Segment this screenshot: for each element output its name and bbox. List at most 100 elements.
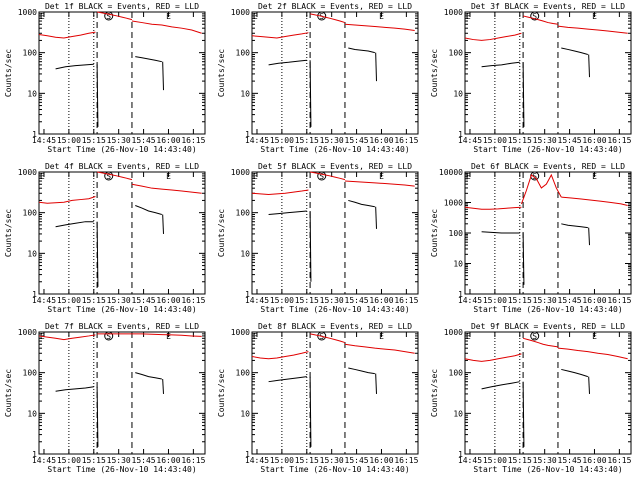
series-events-line <box>135 56 162 63</box>
y-tick-label: 1000 <box>231 8 250 17</box>
series-lld-line <box>97 171 133 181</box>
x-tick-label: 15:30 <box>107 136 131 145</box>
series-lld-line <box>522 15 559 25</box>
x-tick-label: 16:15 <box>394 136 418 145</box>
x-tick-label: 15:00 <box>483 456 507 465</box>
marker-label: E <box>379 332 384 341</box>
marker-label: E <box>253 332 258 341</box>
plot-frame <box>464 331 632 455</box>
series-lld-line <box>464 353 522 362</box>
marker-label: E <box>166 172 171 181</box>
x-tick-label: 16:15 <box>394 456 418 465</box>
y-tick-label: 10 <box>453 260 463 269</box>
series-events-line <box>55 221 94 228</box>
series-events-line <box>96 64 99 127</box>
marker-circle <box>317 171 327 181</box>
series-lld-line <box>251 351 309 360</box>
marker-label: E <box>166 332 171 341</box>
y-tick-label: 10 <box>453 409 463 418</box>
plot-frame <box>251 11 419 135</box>
marker-circle <box>530 331 540 341</box>
y-axis-label: Counts/sec <box>217 209 226 257</box>
series-lld-line <box>310 333 346 344</box>
series-events-line <box>588 227 590 246</box>
marker-label: E <box>253 12 258 21</box>
x-tick-label: 16:15 <box>181 456 205 465</box>
series-events-line <box>268 210 307 216</box>
x-tick-label: 15:45 <box>558 296 582 305</box>
x-tick-label: 15:45 <box>345 456 369 465</box>
chart-title: Det 6f BLACK = Events, RED = LLD <box>471 162 625 171</box>
x-tick-label: 15:45 <box>132 296 156 305</box>
y-tick-label: 100 <box>23 209 38 218</box>
y-tick-label: 1 <box>458 450 463 459</box>
x-tick-label: 14:45 <box>245 296 269 305</box>
series-lld-line <box>344 180 415 187</box>
series-events-line <box>96 386 99 447</box>
chart-title: Det 7f BLACK = Events, RED = LLD <box>45 322 199 331</box>
x-tick-label: 16:15 <box>607 136 631 145</box>
y-tick-label: 100 <box>236 49 251 58</box>
x-axis-label: Start Time (26-Nov-10 14:43:40) <box>473 465 622 474</box>
series-lld-line <box>38 31 96 39</box>
series-events-line <box>268 376 307 383</box>
marker-label: S <box>106 332 111 341</box>
chart-panel-2: Det 2f BLACK = Events, RED = LLD 1 10 100 10… <box>217 2 419 154</box>
series-events-line <box>561 223 588 229</box>
x-tick-label: 16:00 <box>369 296 393 305</box>
x-tick-label: 15:00 <box>270 456 294 465</box>
plot-frame <box>464 171 632 295</box>
chart-title: Det 9f BLACK = Events, RED = LLD <box>471 322 625 331</box>
y-tick-label: 1 <box>245 290 250 299</box>
marker-label: E <box>592 172 597 181</box>
series-events-line <box>135 205 162 216</box>
x-tick-label: 14:45 <box>458 456 482 465</box>
x-tick-label: 15:45 <box>558 136 582 145</box>
x-axis-label: Start Time (26-Nov-10 14:43:40) <box>47 465 196 474</box>
y-tick-label: 1 <box>32 290 37 299</box>
series-events-line <box>481 381 520 390</box>
y-axis-label: Counts/sec <box>4 369 13 417</box>
x-tick-label: 15:00 <box>57 456 81 465</box>
y-axis-label: Counts/sec <box>430 49 439 97</box>
marker-circle <box>530 11 540 21</box>
x-tick-label: 15:45 <box>132 136 156 145</box>
x-tick-label: 15:30 <box>320 136 344 145</box>
plot-frame <box>464 11 632 135</box>
chart-title: Det 1f BLACK = Events, RED = LLD <box>45 2 199 11</box>
x-tick-label: 15:30 <box>533 136 557 145</box>
series-events-line <box>522 381 525 447</box>
marker-label: E <box>466 172 471 181</box>
y-tick-label: 10 <box>453 89 463 98</box>
x-tick-label: 16:15 <box>181 296 205 305</box>
x-tick-label: 16:00 <box>582 456 606 465</box>
x-tick-label: 16:00 <box>156 136 180 145</box>
chart-title: Det 4f BLACK = Events, RED = LLD <box>45 162 199 171</box>
plot-frame <box>38 11 206 135</box>
marker-label: E <box>592 12 597 21</box>
series-lld-line <box>557 347 628 360</box>
marker-label: E <box>40 12 45 21</box>
x-axis-label: Start Time (26-Nov-10 14:43:40) <box>47 305 196 314</box>
y-axis-label: Counts/sec <box>4 49 13 97</box>
x-tick-label: 15:30 <box>107 456 131 465</box>
x-axis-label: Start Time (26-Nov-10 14:43:40) <box>260 305 409 314</box>
chart-panel-5: Det 5f BLACK = Events, RED = LLD 1 10 100 10… <box>217 162 419 314</box>
series-lld-line <box>520 173 562 205</box>
plot-frame <box>251 331 419 455</box>
y-tick-label: 1000 <box>444 8 463 17</box>
x-tick-label: 14:45 <box>32 296 56 305</box>
series-events-line <box>375 206 377 229</box>
y-tick-label: 10 <box>240 89 250 98</box>
y-tick-label: 100 <box>236 209 251 218</box>
chart-title: Det 3f BLACK = Events, RED = LLD <box>471 2 625 11</box>
series-events-line <box>348 47 375 54</box>
chart-title: Det 8f BLACK = Events, RED = LLD <box>258 322 412 331</box>
x-tick-label: 15:45 <box>132 456 156 465</box>
x-tick-label: 15:00 <box>57 296 81 305</box>
y-axis-label: Counts/sec <box>4 209 13 257</box>
series-lld-line <box>38 196 96 204</box>
series-lld-line <box>131 20 202 34</box>
x-tick-label: 16:15 <box>394 296 418 305</box>
y-tick-label: 1 <box>458 290 463 299</box>
